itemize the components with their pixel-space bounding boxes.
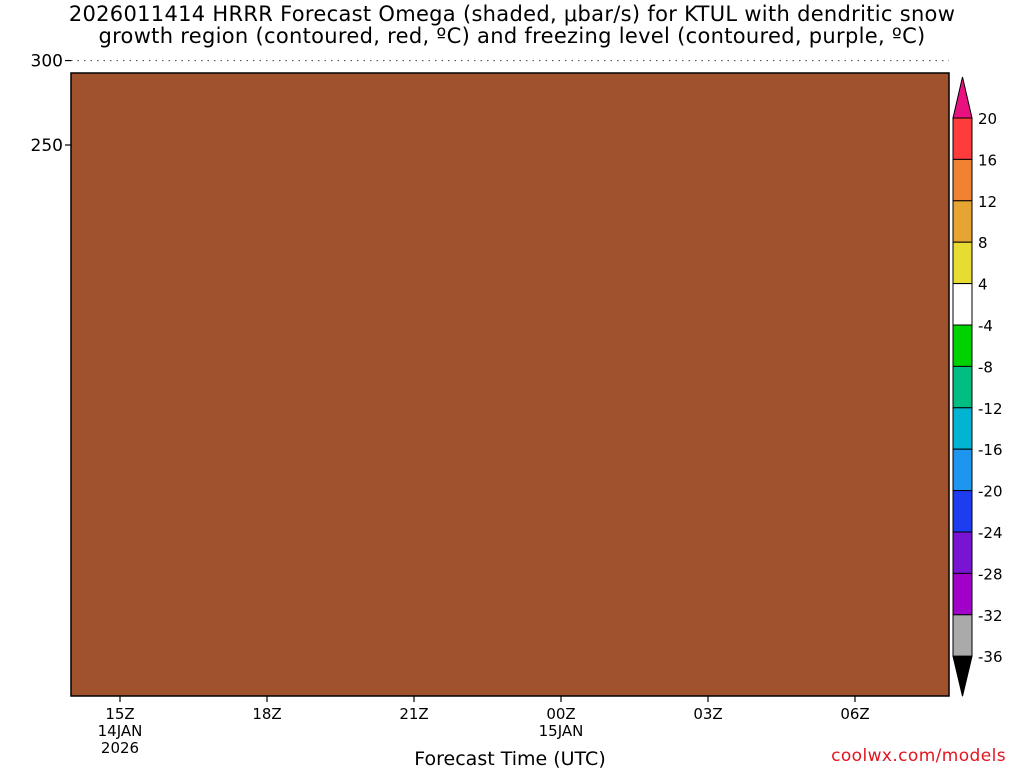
colorbar-swatch-11 [952, 531, 973, 574]
omega-4to8-region-0 [100, 0, 962, 53]
colorbar-bottom-arrow [952, 655, 973, 697]
title-line-1: 2026011414 HRRR Forecast Omega (shaded, … [68, 2, 956, 26]
ground-fill [71, 73, 949, 696]
x-tick-year-15Z: 2026 [101, 739, 139, 757]
terrain [71, 73, 949, 696]
x-axis-label: Forecast Time (UTC) [414, 748, 605, 768]
x-tick-label-06Z: 06Z [840, 705, 869, 723]
colorbar: 20 16 12 8 4 -4 -8 -12 -16 -20 -24 -28 -32 -36 [952, 76, 1003, 697]
colorbar-swatch-2 [952, 158, 973, 202]
plot-frame [70, 72, 950, 697]
credit-text: coolwx.com/models [831, 746, 1006, 766]
colorbar-label-11: -28 [978, 565, 1003, 583]
colorbar-label-13: -36 [978, 648, 1003, 666]
title-line-2: growth region (contoured, red, ºC) and f… [98, 24, 926, 48]
colorbar-label-3: 8 [978, 234, 988, 252]
colorbar-label-2: 12 [978, 193, 997, 211]
colorbar-swatch-13 [952, 614, 973, 657]
colorbar-swatch-6 [952, 324, 973, 367]
colorbar-swatch-5 [952, 283, 973, 326]
colorbar-swatch-10 [952, 490, 973, 533]
colorbar-label-4: 4 [978, 276, 988, 294]
x-tick-label-18Z: 18Z [252, 705, 281, 723]
x-tick-label-00Z: 00Z [546, 705, 575, 723]
colorbar-swatch-3 [952, 200, 973, 243]
colorbar-label-7: -12 [978, 400, 1003, 418]
colorbar-label-1: 16 [978, 151, 997, 169]
colorbar-label-12: -32 [978, 607, 1003, 625]
colorbar-label-8: -16 [978, 441, 1003, 459]
x-tick-label-21Z: 21Z [399, 705, 428, 723]
colorbar-label-10: -24 [978, 524, 1003, 542]
colorbar-swatch-1 [952, 117, 973, 160]
y-tick-label-300: 300 [31, 52, 63, 72]
x-tick-label-03Z: 03Z [693, 705, 722, 723]
x-tick-label-15Z: 15Z [105, 705, 134, 723]
colorbar-swatch-8 [952, 407, 973, 450]
colorbar-top-arrow [952, 76, 973, 119]
colorbar-label-9: -20 [978, 483, 1003, 501]
x-tick-date-15Z: 14JAN [98, 722, 143, 740]
colorbar-label-5: -4 [978, 317, 993, 335]
y-axis: 2503003504004505005506006507007508008509… [31, 0, 71, 156]
y-tick-label-250: 250 [31, 136, 63, 156]
colorbar-label-6: -8 [978, 358, 993, 376]
colorbar-swatch-4 [952, 241, 973, 285]
x-tick-date-00Z: 15JAN [539, 722, 584, 740]
colorbar-swatch-9 [952, 448, 973, 492]
colorbar-swatch-7 [952, 365, 973, 409]
colorbar-swatch-12 [952, 572, 973, 616]
colorbar-label-0: 20 [978, 110, 997, 128]
